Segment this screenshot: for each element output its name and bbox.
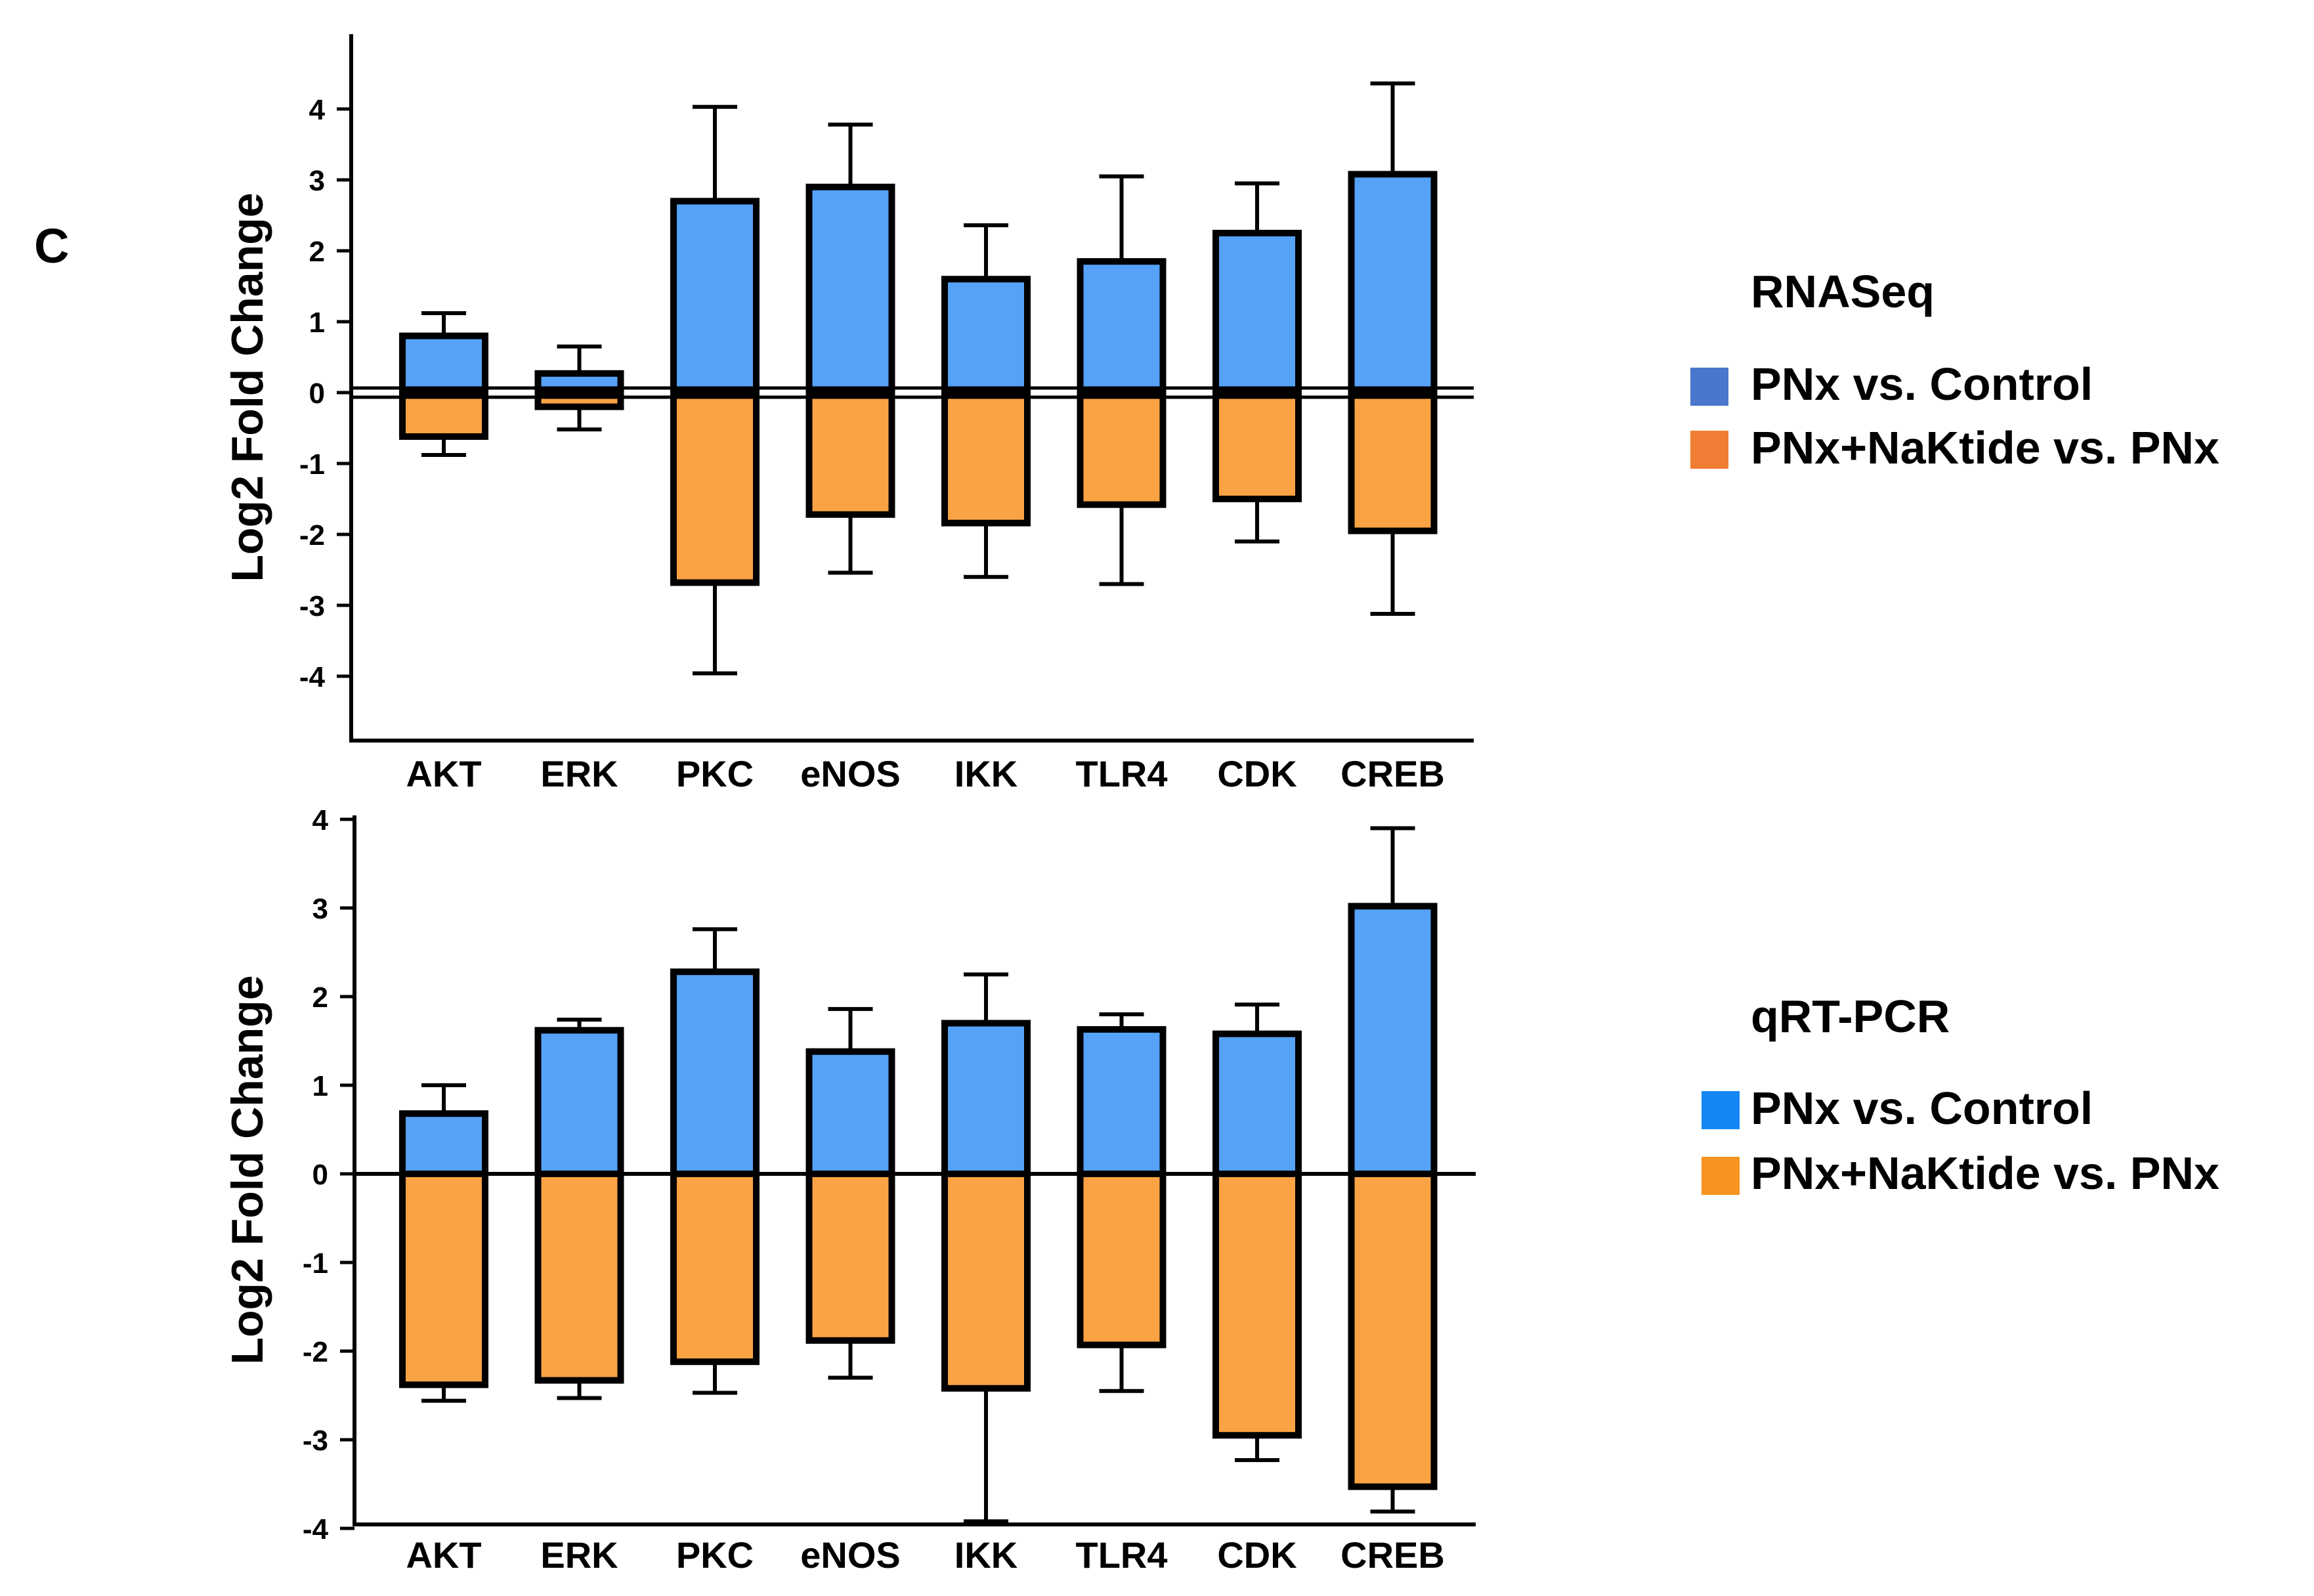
rnaseq-legend-negative-swatch [1690,431,1728,469]
rnaseq-y-tick-label: 2 [309,236,325,268]
qrt-pcr-bar-ikk-pnx-naktide-vs-pnx [941,1171,1031,1392]
rnaseq-bar-cdk-pnx-naktide-vs-pnx [1212,389,1302,502]
qrtpcr-legend-positive-swatch [1702,1091,1740,1129]
qrt-pcr-x-tick-label: IKK [954,1534,1018,1576]
rnaseq-y-tick-label: -3 [299,590,325,622]
qrt-pcr-bar-ikk-pnx-vs-control [941,1020,1031,1177]
rnaseq-x-tick-label: AKT [406,753,481,794]
qrtpcr-legend-negative-swatch [1702,1157,1740,1195]
qrtpcr-legend: qRT-PCR PNx vs. Control PNx+NaKtide vs. … [1702,991,2219,1199]
qrt-pcr-x-tick-label: CREB [1340,1534,1445,1576]
rnaseq-bar-pkc-pnx-vs-control [670,198,760,396]
qrt-pcr-y-tick-label: -1 [303,1247,328,1280]
qrt-pcr-bar-cdk-pnx-naktide-vs-pnx [1212,1171,1302,1439]
qrt-pcr-x-tick-label: PKC [676,1534,754,1576]
qrtpcr-chart: Log2 Fold Change 4 3 2 1 0 -1 -2 -3 -4 AKT ERK PKC eN… [223,804,1476,1576]
qrt-pcr-y-tick-label: -4 [303,1513,329,1545]
rnaseq-bar-creb-pnx-naktide-vs-pnx [1348,389,1438,534]
rnaseq-y-tick-label: 3 [309,165,325,197]
qrt-pcr-bar-tlr4-pnx-vs-control [1077,1025,1167,1177]
rnaseq-y-tick-label: 4 [309,94,326,126]
rnaseq-x-tick-label: CREB [1340,753,1445,794]
qrt-pcr-x-tick-label: CDK [1217,1534,1296,1576]
qrt-pcr-x-tick-label: eNOS [800,1534,901,1576]
rnaseq-bar-cdk-pnx-vs-control [1212,230,1302,396]
rnaseq-legend-positive-label: PNx vs. Control [1751,358,2093,410]
rnaseq-bar-tlr4-pnx-vs-control [1077,258,1167,397]
qrt-pcr-x-tick-label: ERK [540,1534,618,1576]
qrtpcr-legend-negative-label: PNx+NaKtide vs. PNx [1751,1148,2219,1199]
qrt-pcr-bar-creb-pnx-naktide-vs-pnx [1348,1171,1438,1490]
rnaseq-bar-enos-pnx-vs-control [805,183,895,396]
qrt-pcr-y-tick-label: 3 [312,893,328,925]
rnaseq-y-axis-label: Log2 Fold Change [223,192,272,582]
qrt-pcr-bar-tlr4-pnx-naktide-vs-pnx [1077,1171,1167,1348]
qrt-pcr-bar-pkc-pnx-naktide-vs-pnx [670,1171,760,1366]
qrt-pcr-x-tick-label: TLR4 [1076,1534,1168,1576]
rnaseq-y-tick-label: -1 [299,448,325,481]
qrt-pcr-bar-akt-pnx-naktide-vs-pnx [399,1171,488,1389]
qrt-pcr-bar-creb-pnx-vs-control [1348,903,1438,1178]
rnaseq-y-tick-label: -2 [299,519,325,551]
rnaseq-x-tick-label: PKC [676,753,754,794]
qrt-pcr-bar-enos-pnx-naktide-vs-pnx [805,1171,895,1344]
rnaseq-bar-creb-pnx-vs-control [1348,171,1438,396]
qrt-pcr-x-tick-label: AKT [406,1534,481,1576]
rnaseq-legend-positive-swatch [1690,368,1728,406]
qrt-pcr-y-tick-label: 1 [312,1070,328,1102]
qrt-pcr-y-tick-label: 4 [312,804,329,836]
rnaseq-x-tick-label: IKK [954,753,1018,794]
qrt-pcr-y-tick-label: 0 [312,1159,328,1191]
rnaseq-bar-ikk-pnx-naktide-vs-pnx [941,389,1031,527]
rnaseq-x-tick-label: eNOS [800,753,901,794]
rnaseq-chart: Log2 Fold Change 4 3 2 1 0 -1 -2 -3 -4 AKT ERK PKC eN… [223,34,1474,794]
qrtpcr-legend-positive-label: PNx vs. Control [1751,1083,2093,1134]
qrt-pcr-y-tick-label: 2 [312,981,328,1014]
rnaseq-bar-tlr4-pnx-naktide-vs-pnx [1077,389,1167,508]
rnaseq-bar-akt-pnx-naktide-vs-pnx [399,389,488,440]
rnaseq-bar-enos-pnx-naktide-vs-pnx [805,389,895,518]
qrtpcr-legend-title: qRT-PCR [1751,991,1950,1042]
rnaseq-legend-title: RNASeq [1751,266,1935,317]
rnaseq-bar-pkc-pnx-naktide-vs-pnx [670,389,760,586]
rnaseq-bar-erk-pnx-naktide-vs-pnx [534,389,624,410]
rnaseq-x-tick-label: TLR4 [1076,753,1168,794]
qrt-pcr-bar-enos-pnx-vs-control [805,1048,895,1177]
qrt-pcr-bar-akt-pnx-vs-control [399,1110,488,1177]
rnaseq-x-tick-label: ERK [540,753,618,794]
rnaseq-x-tick-label: CDK [1217,753,1296,794]
qrt-pcr-bar-pkc-pnx-vs-control [670,968,760,1177]
qrt-pcr-y-axis-label: Log2 Fold Change [223,975,272,1364]
qrt-pcr-bar-erk-pnx-naktide-vs-pnx [534,1171,624,1384]
rnaseq-bar-akt-pnx-vs-control [399,332,488,397]
qrt-pcr-bar-erk-pnx-vs-control [534,1027,624,1178]
rnaseq-bar-ikk-pnx-vs-control [941,276,1031,397]
rnaseq-y-tick-label: 0 [309,377,325,410]
rnaseq-y-tick-label: -4 [299,661,326,693]
rnaseq-y-tick-label: 1 [309,307,325,339]
rnaseq-legend: RNASeq PNx vs. Control PNx+NaKtide vs. P… [1690,266,2219,473]
panel-label: C [34,219,69,273]
rnaseq-legend-negative-label: PNx+NaKtide vs. PNx [1751,422,2219,473]
qrt-pcr-bar-cdk-pnx-vs-control [1212,1030,1302,1177]
qrt-pcr-y-tick-label: -3 [303,1425,328,1457]
qrt-pcr-y-tick-label: -2 [303,1336,328,1368]
